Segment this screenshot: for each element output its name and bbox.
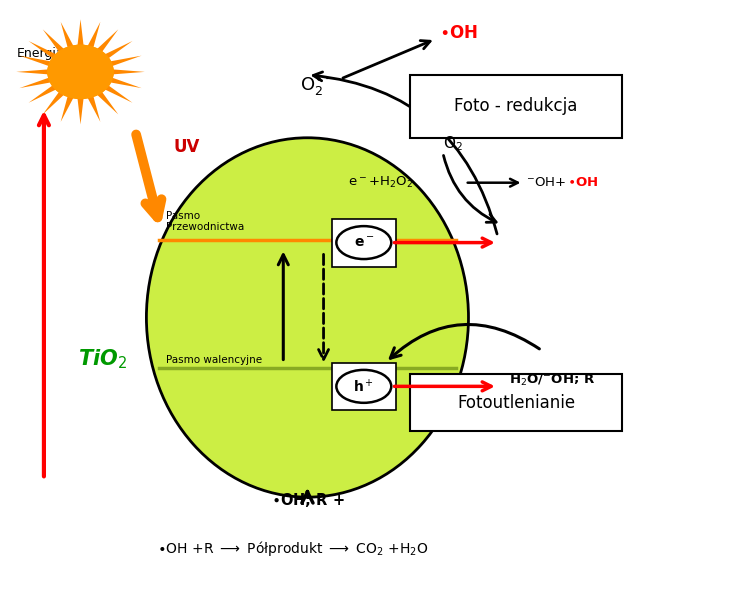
Polygon shape [97, 29, 119, 52]
Text: $\bullet$OH; R +: $\bullet$OH; R + [271, 491, 344, 509]
Text: Energia: Energia [16, 47, 64, 60]
Polygon shape [78, 19, 83, 46]
Text: Pasmo
Przewodnictwa: Pasmo Przewodnictwa [165, 211, 244, 232]
Text: e$^-$+H$_2$O$_2$: e$^-$+H$_2$O$_2$ [348, 175, 413, 190]
Polygon shape [20, 78, 51, 88]
FancyBboxPatch shape [410, 75, 622, 138]
FancyBboxPatch shape [410, 374, 622, 431]
Ellipse shape [146, 138, 468, 497]
FancyBboxPatch shape [332, 219, 396, 267]
Polygon shape [16, 69, 48, 74]
Polygon shape [61, 96, 73, 122]
Polygon shape [97, 92, 119, 114]
Text: h$^+$: h$^+$ [354, 378, 374, 395]
Polygon shape [42, 92, 64, 114]
Text: O$_2$: O$_2$ [443, 134, 463, 153]
Polygon shape [88, 96, 100, 122]
Polygon shape [111, 78, 141, 88]
Polygon shape [78, 98, 83, 125]
Text: Foto - redukcja: Foto - redukcja [455, 97, 578, 116]
Text: $\bullet$OH: $\bullet$OH [439, 24, 478, 42]
Text: TiO$_2$: TiO$_2$ [78, 347, 127, 371]
Polygon shape [61, 22, 73, 47]
Text: O$_2^{\bullet -}$: O$_2^{\bullet -}$ [300, 75, 337, 98]
Polygon shape [105, 85, 132, 103]
Polygon shape [29, 85, 56, 103]
Polygon shape [29, 41, 56, 59]
Text: Pasmo walencyjne: Pasmo walencyjne [165, 355, 262, 365]
Ellipse shape [336, 226, 391, 259]
Text: $\bullet$OH: $\bullet$OH [567, 176, 599, 189]
Text: $\bullet$OH +R $\longrightarrow$ Półprodukt $\longrightarrow$ CO$_2$ +H$_2$O: $\bullet$OH +R $\longrightarrow$ Półprod… [157, 539, 428, 558]
Circle shape [47, 44, 114, 99]
Text: $^{-}$OH+: $^{-}$OH+ [526, 176, 566, 189]
Text: Fotoutlenianie: Fotoutlenianie [457, 394, 575, 412]
Text: H$_2$O/$^{-}$OH; R: H$_2$O/$^{-}$OH; R [509, 373, 595, 388]
Polygon shape [42, 29, 64, 52]
FancyBboxPatch shape [332, 363, 396, 410]
Ellipse shape [336, 370, 391, 403]
Polygon shape [20, 56, 51, 66]
Polygon shape [113, 69, 145, 74]
Polygon shape [88, 22, 100, 47]
Polygon shape [111, 56, 141, 66]
Polygon shape [105, 41, 132, 59]
Text: e$^-$: e$^-$ [354, 235, 374, 250]
Circle shape [47, 44, 114, 99]
Text: UV: UV [173, 138, 200, 156]
